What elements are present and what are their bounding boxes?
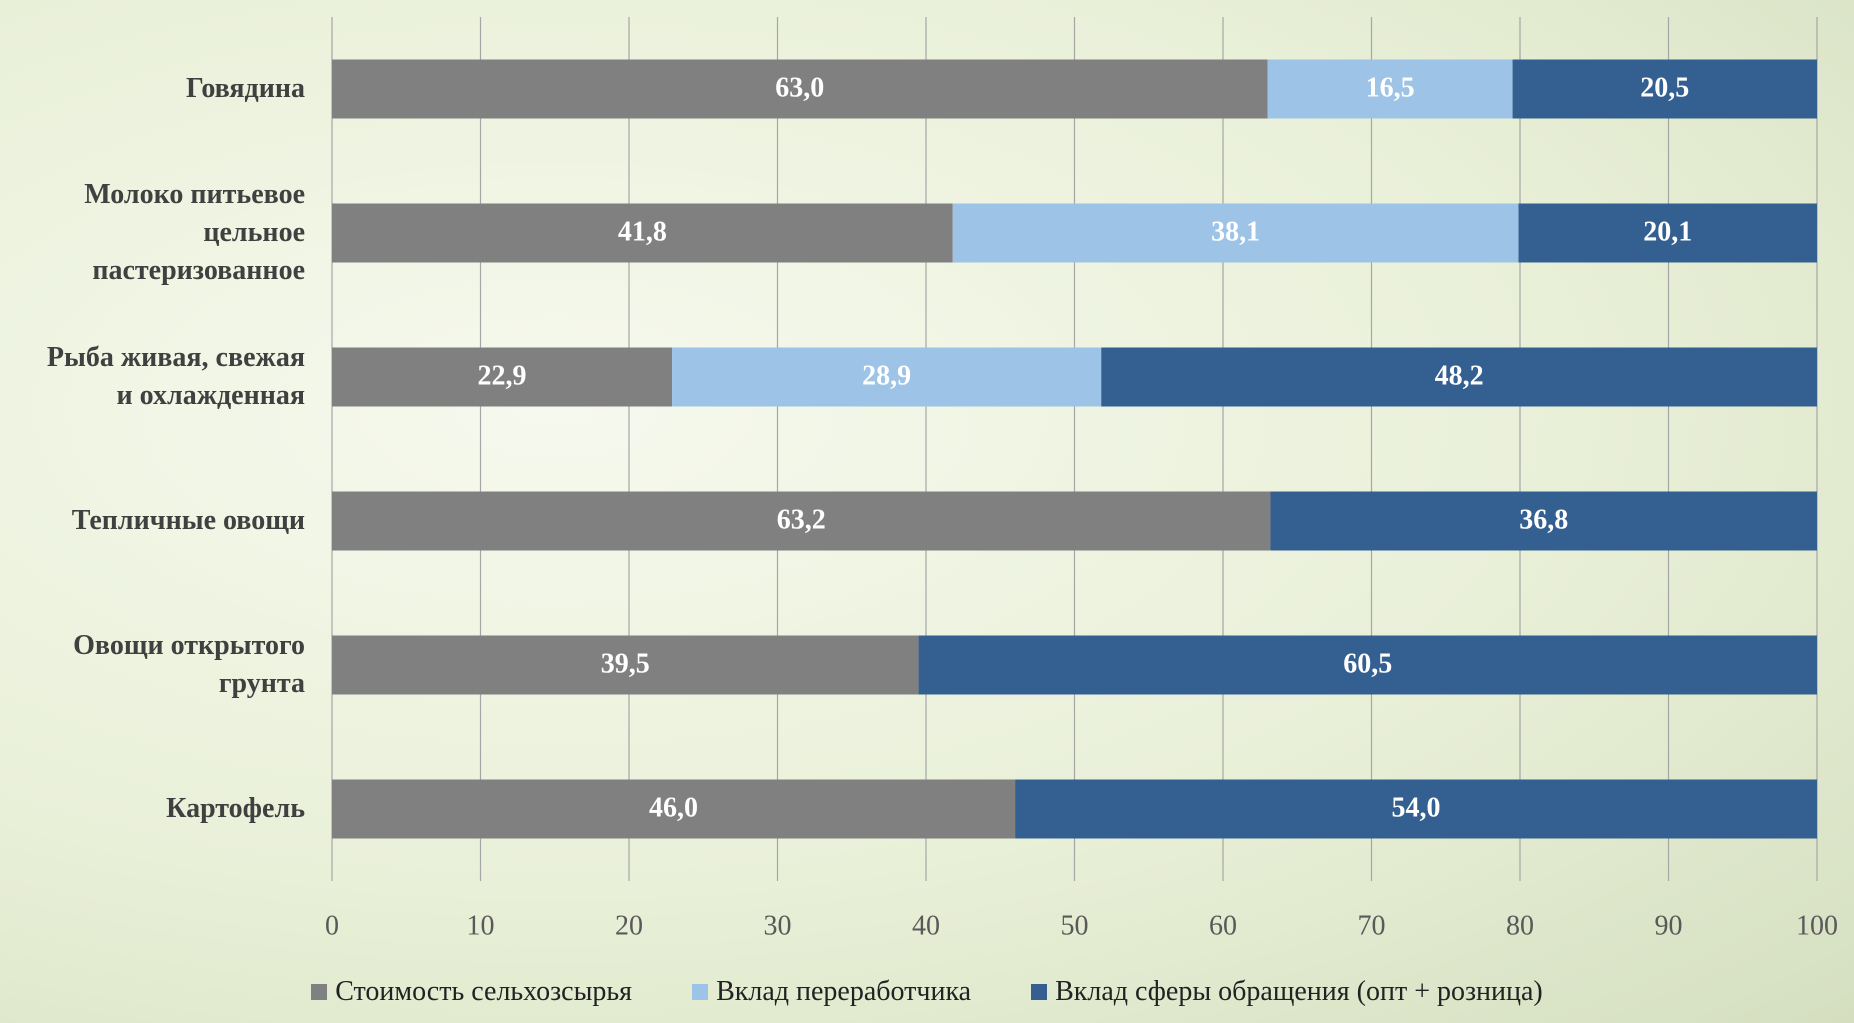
x-tick-label: 90 bbox=[1655, 910, 1683, 941]
data-label: 22,9 bbox=[478, 360, 527, 391]
x-tick-label: 40 bbox=[912, 910, 940, 941]
legend-swatch bbox=[692, 984, 709, 1000]
category-label-box: Молоко питьевое цельное пастеризованное bbox=[84, 179, 305, 286]
bar-segment bbox=[332, 491, 1271, 551]
data-label: 54,0 bbox=[1392, 792, 1441, 823]
x-tick-label: 60 bbox=[1209, 910, 1237, 941]
category-label-box: Тепличные овощи bbox=[71, 505, 305, 536]
legend: Стоимость сельхозсырья Вклад переработчик… bbox=[0, 976, 1854, 1008]
category-label-box: Овощи открытого грунта bbox=[73, 630, 305, 699]
data-label: 38,1 bbox=[1211, 216, 1260, 247]
data-label: 20,1 bbox=[1643, 216, 1692, 247]
data-label: 60,5 bbox=[1343, 648, 1392, 679]
bar-segment bbox=[1512, 59, 1817, 119]
category-label-box: Рыба живая, свежая и охлажденная bbox=[46, 342, 305, 411]
x-tick-label: 0 bbox=[325, 910, 339, 941]
y-tick-label: Говядина bbox=[186, 73, 305, 104]
y-tick-label: Тепличные овощи bbox=[71, 505, 305, 536]
data-label: 39,5 bbox=[601, 648, 650, 679]
bar-segment bbox=[332, 779, 1016, 839]
bar-segment bbox=[332, 59, 1268, 119]
legend-item: Вклад переработчика bbox=[692, 976, 971, 1008]
y-tick-label: Картофель bbox=[166, 793, 305, 824]
data-label: 46,0 bbox=[649, 792, 698, 823]
bar-segment bbox=[1267, 59, 1513, 119]
legend-label: Вклад сферы обращения (опт + розница) bbox=[1055, 976, 1543, 1007]
legend-swatch bbox=[311, 984, 328, 1000]
x-tick-label: 10 bbox=[467, 910, 495, 941]
bar-segment bbox=[332, 347, 673, 407]
x-tick-label: 100 bbox=[1796, 910, 1838, 941]
x-tick-label: 80 bbox=[1506, 910, 1534, 941]
data-label: 63,2 bbox=[777, 504, 826, 535]
legend-item: Стоимость сельхозсырья bbox=[311, 976, 632, 1008]
x-tick-label: 30 bbox=[764, 910, 792, 941]
legend-label: Стоимость сельхозсырья bbox=[335, 976, 633, 1007]
legend-item: Вклад сферы обращения (опт + розница) bbox=[1031, 976, 1543, 1008]
bar-segment bbox=[1015, 779, 1817, 839]
data-label: 36,8 bbox=[1519, 504, 1568, 535]
bar-segment bbox=[1101, 347, 1817, 407]
category-label-box: Говядина bbox=[186, 73, 305, 104]
bar-segment bbox=[918, 635, 1817, 695]
y-tick-label: Овощи открытого грунта bbox=[73, 630, 305, 699]
bar-segment bbox=[1518, 203, 1817, 263]
x-tick-label: 50 bbox=[1061, 910, 1089, 941]
bar-segment bbox=[332, 203, 953, 263]
data-label: 41,8 bbox=[618, 216, 667, 247]
legend-swatch bbox=[1031, 984, 1048, 1000]
category-label-box: Картофель bbox=[166, 793, 305, 824]
data-label: 16,5 bbox=[1366, 72, 1415, 103]
x-tick-label: 20 bbox=[615, 910, 643, 941]
bar-segment bbox=[672, 347, 1102, 407]
data-label: 63,0 bbox=[775, 72, 824, 103]
data-label: 20,5 bbox=[1640, 72, 1689, 103]
y-tick-label: Молоко питьевое цельное пастеризованное bbox=[84, 179, 305, 286]
data-label: 48,2 bbox=[1435, 360, 1484, 391]
bar-segment bbox=[952, 203, 1519, 263]
x-tick-label: 70 bbox=[1358, 910, 1386, 941]
data-label: 28,9 bbox=[862, 360, 911, 391]
y-tick-label: Рыба живая, свежая и охлажденная bbox=[46, 342, 305, 411]
bar-segment bbox=[1270, 491, 1817, 551]
bar-segment bbox=[332, 635, 919, 695]
legend-label: Вклад переработчика bbox=[716, 976, 972, 1007]
